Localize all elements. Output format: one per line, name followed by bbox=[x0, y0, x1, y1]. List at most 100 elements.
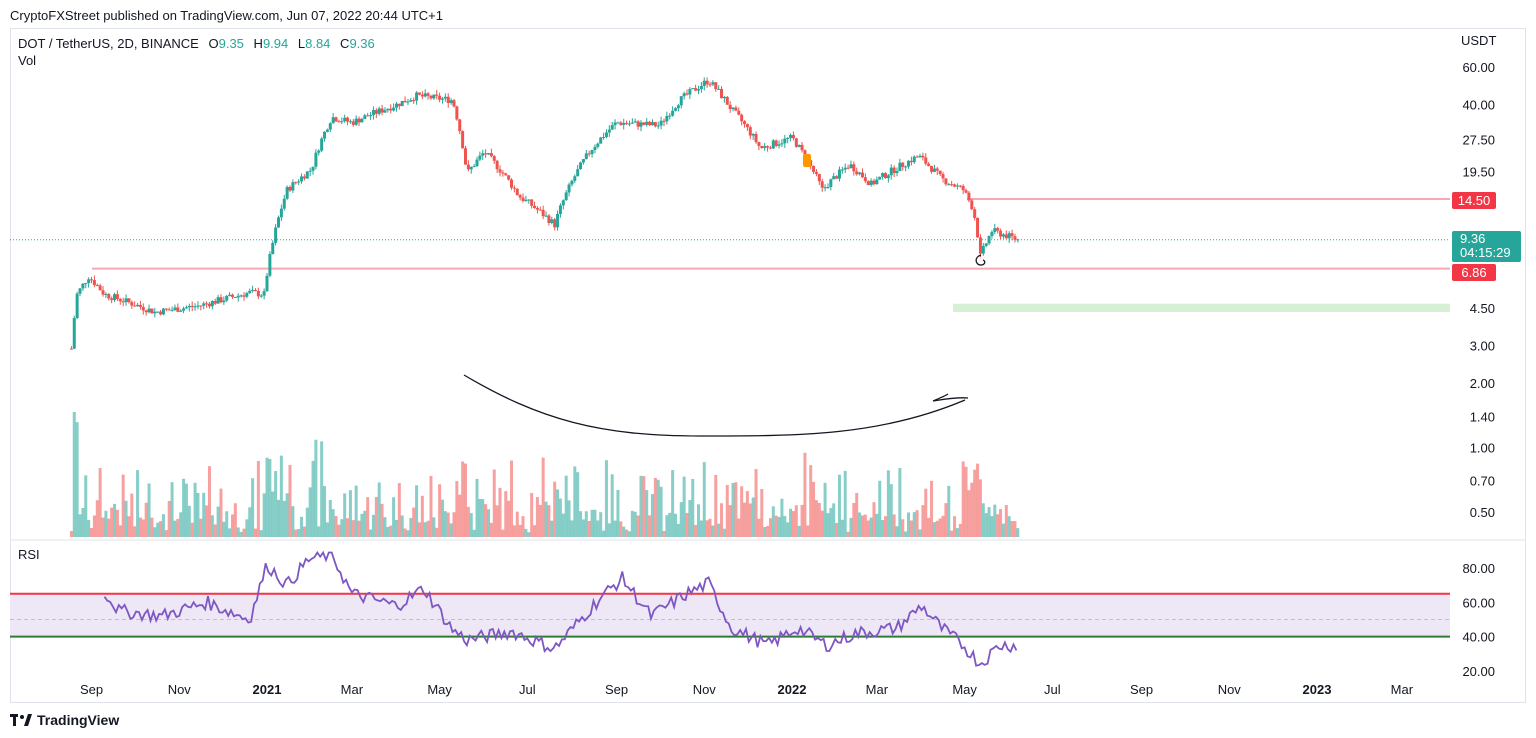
time-axis-tick: Mar bbox=[866, 682, 889, 697]
candle-body bbox=[518, 195, 522, 198]
volume-bar bbox=[771, 506, 775, 537]
volume-bar bbox=[251, 478, 255, 537]
volume-bar bbox=[452, 512, 456, 537]
candle-body bbox=[964, 190, 968, 193]
rsi-label[interactable]: RSI bbox=[18, 547, 40, 562]
volume-bar bbox=[95, 500, 99, 537]
volume-bar bbox=[366, 497, 370, 537]
candle-body bbox=[711, 82, 715, 85]
candle-body bbox=[699, 85, 703, 90]
volume-bar bbox=[420, 495, 424, 537]
candle-body bbox=[374, 110, 378, 114]
volume-bar bbox=[492, 469, 496, 537]
time-axis-tick: 2021 bbox=[253, 682, 282, 697]
candle-body bbox=[725, 96, 729, 105]
rsi-line[interactable] bbox=[103, 550, 1018, 667]
volume-bar bbox=[633, 511, 637, 537]
volume-bar bbox=[581, 519, 585, 537]
volume-bar bbox=[535, 497, 539, 537]
volume-bar bbox=[714, 474, 718, 537]
volume-bar bbox=[630, 510, 634, 537]
candle-body bbox=[955, 185, 959, 187]
candle-body bbox=[216, 297, 220, 304]
candle-body bbox=[633, 121, 637, 123]
candle-body bbox=[855, 171, 859, 175]
candle-body bbox=[866, 181, 870, 186]
candle-body bbox=[999, 230, 1003, 237]
volume-bar bbox=[702, 462, 706, 537]
candle-body bbox=[705, 80, 709, 85]
tradingview-logo[interactable]: TradingView bbox=[10, 712, 119, 728]
drawn-curve-annotation[interactable] bbox=[463, 374, 966, 437]
candle-body bbox=[909, 160, 913, 163]
candle-body bbox=[743, 121, 747, 125]
volume-bar bbox=[1013, 521, 1017, 537]
volume-bar bbox=[671, 470, 675, 537]
volume-bar bbox=[579, 511, 583, 537]
volume-bar bbox=[297, 528, 301, 537]
event-marker-icon[interactable] bbox=[803, 154, 811, 167]
candle-body bbox=[622, 122, 626, 125]
volume-bar bbox=[863, 514, 867, 537]
volume-bar bbox=[694, 524, 698, 537]
volume-bar bbox=[553, 481, 557, 537]
volume-bar bbox=[550, 520, 554, 537]
target-zone[interactable] bbox=[953, 303, 1450, 312]
drawn-hook-annotation[interactable] bbox=[975, 254, 986, 266]
candle-body bbox=[101, 290, 105, 295]
candle-body bbox=[469, 166, 473, 170]
volume-bar bbox=[72, 412, 76, 537]
low-key: L bbox=[297, 36, 306, 51]
candle-body bbox=[987, 236, 991, 244]
volume-bar bbox=[256, 460, 260, 537]
volume-bar bbox=[173, 520, 177, 537]
volume-bar bbox=[360, 513, 364, 537]
candle-body bbox=[570, 180, 574, 185]
volume-bar bbox=[92, 515, 96, 537]
high-value: 9.94 bbox=[262, 36, 289, 51]
last-price-value: 9.36 bbox=[1460, 231, 1486, 246]
candle-body bbox=[245, 292, 249, 297]
volume-bar bbox=[564, 475, 568, 537]
volume-bar bbox=[576, 472, 580, 537]
candle-body bbox=[599, 137, 603, 144]
volume-bar bbox=[627, 531, 631, 537]
volume-bar bbox=[688, 499, 692, 537]
last-price-badge: 9.36 04:15:29 bbox=[1452, 231, 1521, 262]
volume-label[interactable]: Vol bbox=[18, 53, 37, 68]
volume-bar bbox=[587, 520, 591, 537]
volume-bar bbox=[984, 513, 988, 537]
volume-bar bbox=[832, 503, 836, 537]
candle-body bbox=[153, 311, 157, 314]
volume-bar bbox=[840, 519, 844, 537]
volume-bar bbox=[837, 474, 841, 537]
candle-body bbox=[1001, 234, 1005, 237]
volume-bar bbox=[691, 478, 695, 537]
volume-bar bbox=[665, 515, 669, 537]
candle-body bbox=[774, 140, 778, 146]
volume-bar bbox=[308, 487, 312, 537]
candle-body bbox=[515, 188, 519, 196]
volume-bar bbox=[141, 519, 145, 537]
volume-bar bbox=[438, 484, 442, 537]
symbol-label[interactable]: DOT / TetherUS, 2D, BINANCE bbox=[18, 36, 199, 51]
volume-bar bbox=[288, 464, 292, 537]
price-axis-tick: 0.70 bbox=[1470, 474, 1495, 489]
volume-bar bbox=[466, 506, 470, 537]
candle-body bbox=[305, 171, 309, 179]
candle-body bbox=[403, 100, 407, 103]
volume-bar bbox=[495, 505, 499, 537]
volume-bar bbox=[262, 493, 266, 537]
candle-body bbox=[691, 88, 695, 90]
volume-bar bbox=[731, 482, 735, 537]
volume-bar bbox=[371, 514, 375, 537]
candle-body bbox=[75, 293, 79, 318]
candle-body bbox=[662, 120, 666, 122]
candle-body bbox=[440, 98, 444, 100]
candle-body bbox=[544, 215, 548, 217]
volume-bar bbox=[725, 484, 729, 537]
drawn-arrow-head[interactable] bbox=[932, 393, 969, 402]
candle-body bbox=[288, 186, 292, 191]
candle-body bbox=[400, 100, 404, 107]
